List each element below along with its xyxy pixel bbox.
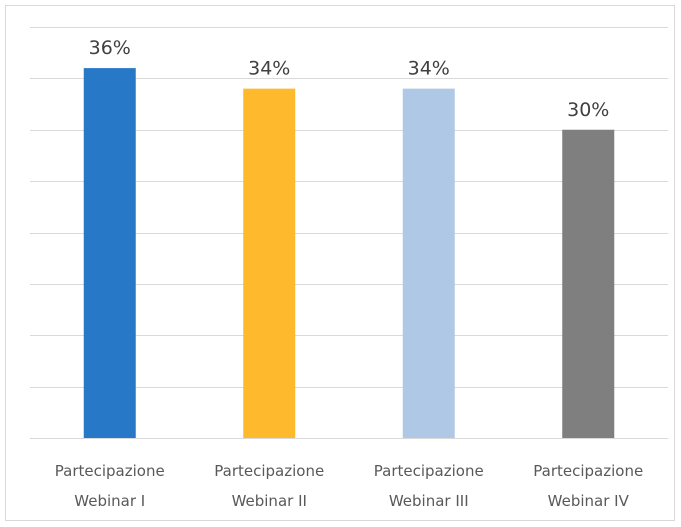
bar-1 [83, 68, 136, 438]
bar-4 [562, 129, 615, 438]
data-label-3: 34% [408, 58, 450, 80]
category-label-2: Partecipazione Webinar II [214, 462, 324, 510]
bar-3 [402, 88, 455, 439]
bar-2 [243, 88, 296, 439]
data-label-1: 36% [89, 37, 131, 59]
data-label-4: 30% [567, 99, 609, 121]
category-label-4: Partecipazione Webinar IV [533, 462, 643, 510]
category-label-1: Partecipazione Webinar I [55, 462, 165, 510]
category-label-3: Partecipazione Webinar III [374, 462, 484, 510]
data-label-2: 34% [248, 58, 290, 80]
